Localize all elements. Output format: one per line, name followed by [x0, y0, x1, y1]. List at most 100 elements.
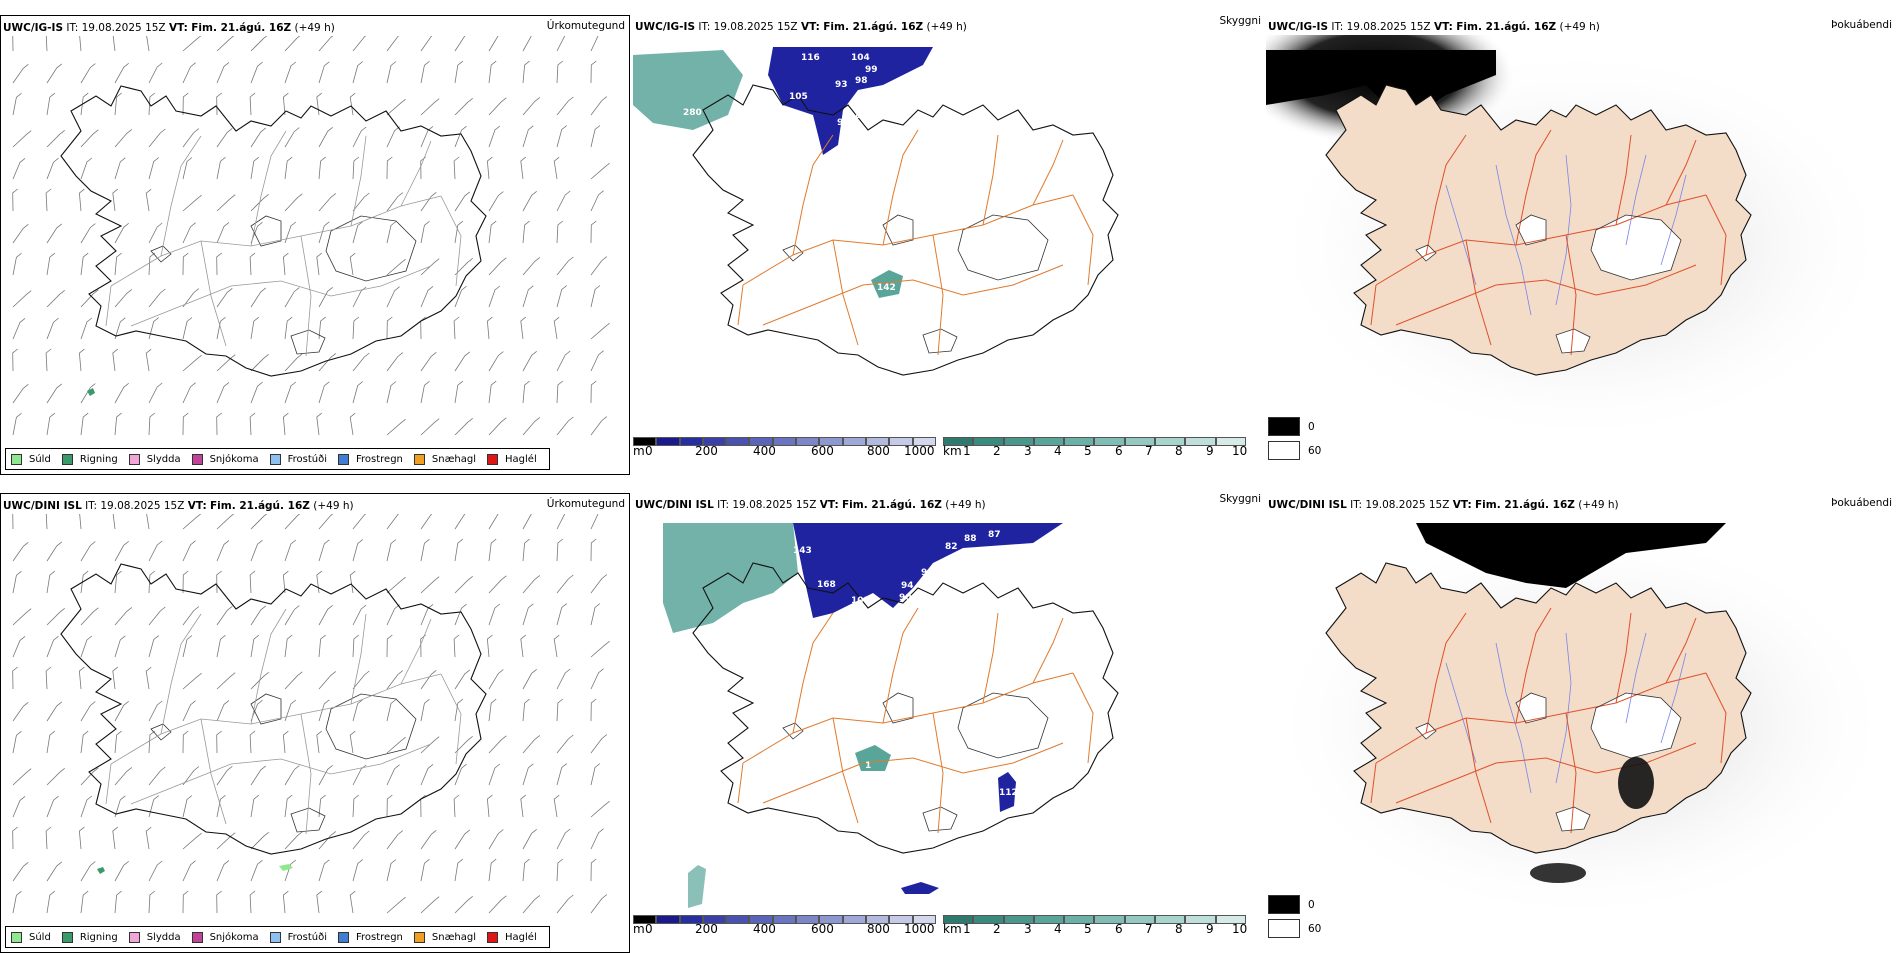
- colorbar-cell: [943, 915, 974, 924]
- wind-barb: [454, 829, 471, 850]
- wind-barb: [486, 794, 493, 818]
- wind-barb: [553, 156, 560, 180]
- wind-barb: [316, 92, 323, 116]
- wind-barb: [46, 730, 56, 754]
- wind-barbs: [12, 514, 610, 914]
- wind-barb: [488, 285, 501, 308]
- cloud-base-value: 105: [789, 92, 808, 102]
- road: [1515, 607, 1552, 724]
- wind-barb: [556, 538, 564, 562]
- cloud-base-value: 88: [964, 534, 977, 544]
- glacier-outline: [922, 806, 958, 832]
- wind-barb: [12, 701, 29, 722]
- wind-barb: [148, 730, 156, 754]
- precip-spot: [97, 867, 105, 874]
- wind-barb: [80, 412, 89, 436]
- colorbar-cell: [1155, 437, 1186, 446]
- wind-barb: [486, 156, 493, 180]
- wind-barb: [80, 890, 89, 914]
- wind-barb: [12, 796, 26, 818]
- wind-barb: [12, 730, 22, 754]
- wind-barb: [522, 858, 530, 882]
- wind-barb: [590, 60, 597, 84]
- cloud-base-value: 90: [890, 90, 903, 100]
- road: [832, 239, 859, 346]
- cloud-base-value: 116: [801, 53, 820, 63]
- wind-barb: [216, 36, 235, 52]
- wind-barb: [145, 348, 152, 372]
- wind-barb: [148, 635, 159, 658]
- wind-barb: [250, 794, 260, 818]
- colorbar-cell: [1185, 915, 1216, 924]
- wind-barb: [182, 36, 202, 52]
- road: [1032, 139, 1064, 206]
- wind-barb: [249, 92, 256, 116]
- road: [1032, 617, 1064, 684]
- cloud-visibility-panel-1: UWC/IG-IS IT: 19.08.2025 15Z VT: Fim. 21…: [633, 15, 1263, 475]
- wind-barb: [522, 895, 541, 914]
- wind-barb: [250, 193, 269, 212]
- wind-barb: [114, 767, 133, 786]
- road: [1370, 284, 1377, 326]
- wind-barb: [316, 730, 323, 754]
- wind-barb: [318, 764, 333, 786]
- colorbar-cell: [726, 437, 750, 446]
- wind-barb: [80, 767, 99, 786]
- river: [1660, 652, 1687, 744]
- river: [1495, 164, 1532, 316]
- wind-barb: [80, 129, 99, 148]
- colorbar-cell: [819, 915, 843, 924]
- wind-barb: [250, 671, 269, 690]
- road: [1425, 612, 1467, 734]
- wind-barb: [522, 763, 534, 786]
- wind-barb: [386, 634, 393, 658]
- cloud-patch: [855, 745, 891, 771]
- wind-barb: [522, 257, 541, 276]
- wind-barb: [182, 730, 189, 754]
- road: [130, 265, 432, 327]
- wind-barb: [454, 285, 467, 308]
- colorbar-cell: [1033, 437, 1065, 446]
- colorbar-cell: [1003, 437, 1034, 446]
- low-cloud-teal: [663, 523, 798, 633]
- wind-barb: [453, 156, 460, 180]
- wind-barb: [553, 634, 560, 658]
- wind-barb: [386, 61, 397, 84]
- road: [1395, 264, 1697, 326]
- glacier-outline: [957, 692, 1049, 759]
- wind-barb: [46, 541, 63, 562]
- panel-title: Þokuábendi: [1831, 19, 1892, 31]
- precip-legend: Súld Rigning Slydda Snjókoma Frostúði Fr…: [5, 926, 550, 948]
- colorbar-cell: [1094, 437, 1125, 446]
- wind-barb: [284, 605, 300, 626]
- wind-barb: [182, 354, 202, 372]
- wind-barb: [318, 859, 330, 882]
- wind-barb: [318, 193, 337, 212]
- cloud-base-colorbar: [633, 437, 936, 446]
- wind-barb: [420, 258, 440, 276]
- legend-item: Súld: [11, 931, 51, 943]
- wind-barb: [182, 672, 202, 690]
- wind-barb: [282, 412, 289, 436]
- wind-barb: [420, 286, 434, 308]
- cloud-base-value: 85: [843, 144, 856, 154]
- glacier-area: [1556, 807, 1590, 831]
- road: [1615, 134, 1632, 226]
- wind-barb: [148, 92, 156, 116]
- iceland-coastline: [60, 85, 487, 377]
- wind-barb: [486, 634, 493, 658]
- wind-barb: [46, 412, 56, 436]
- wind-barb: [454, 514, 466, 530]
- wind-barb: [216, 382, 230, 404]
- wind-barb: [488, 125, 501, 148]
- colorbar-cell: [633, 437, 657, 446]
- iceland-coastline: [692, 562, 1119, 854]
- road: [350, 135, 367, 227]
- colorbar-cell: [772, 437, 797, 446]
- wind-barb: [520, 316, 527, 340]
- wind-barb: [284, 221, 297, 244]
- wind-barb: [420, 126, 434, 148]
- wind-barb: [520, 156, 527, 180]
- wind-barb: [284, 699, 297, 722]
- wind-barb: [420, 351, 437, 372]
